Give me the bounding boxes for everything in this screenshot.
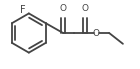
Text: O: O <box>60 4 67 13</box>
Text: O: O <box>81 4 88 13</box>
Text: O: O <box>93 28 100 38</box>
Text: F: F <box>20 4 26 14</box>
